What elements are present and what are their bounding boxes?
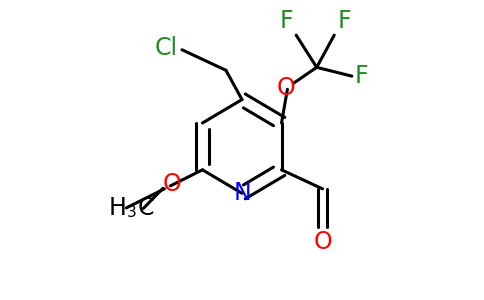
Text: O: O	[162, 172, 181, 197]
Text: O: O	[276, 76, 295, 100]
Text: Cl: Cl	[154, 36, 178, 60]
Text: O: O	[313, 230, 332, 254]
Text: C: C	[137, 196, 154, 220]
Text: F: F	[280, 9, 293, 33]
Text: F: F	[337, 9, 351, 33]
Text: 3: 3	[127, 205, 136, 220]
Text: F: F	[355, 64, 368, 88]
Text: H: H	[108, 196, 126, 220]
Text: N: N	[233, 181, 251, 205]
